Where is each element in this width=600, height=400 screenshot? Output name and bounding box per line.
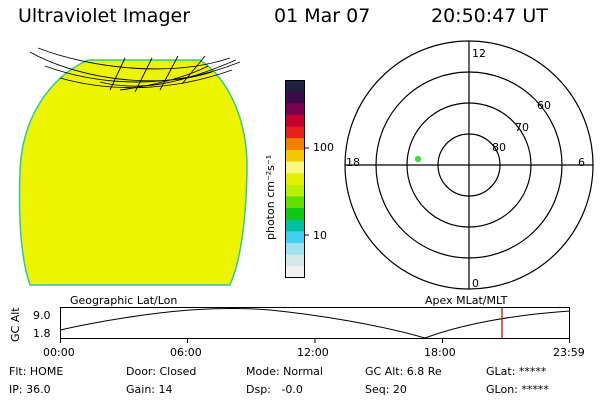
lat-label-60: 60 xyxy=(537,99,551,112)
timeline-axis-label: GC Alt xyxy=(9,307,22,342)
spacecraft-point xyxy=(414,155,422,163)
lat-label-70: 70 xyxy=(515,121,529,134)
colorbar-band xyxy=(285,243,305,256)
colorbar-band xyxy=(285,173,305,186)
timeline-xtick-4: 23:59 xyxy=(553,346,585,359)
colorbar-band xyxy=(285,254,305,267)
mlt-label-0: 0 xyxy=(472,277,479,290)
mlt-label-18: 18 xyxy=(346,156,360,169)
gc-altitude-curve xyxy=(59,308,571,339)
timeline-xtick-1: 06:00 xyxy=(170,346,202,359)
earth-disk xyxy=(18,59,248,286)
observation-date: 01 Mar 07 xyxy=(274,5,371,27)
colorbar-band xyxy=(285,91,305,104)
colorbar-band xyxy=(285,103,305,116)
instrument-title: Ultraviolet Imager xyxy=(18,5,191,27)
status-gain: Gain: 14 xyxy=(126,383,173,396)
observation-time: 20:50:47 UT xyxy=(431,5,548,27)
mlt-label-12: 12 xyxy=(472,47,486,60)
status-glat: GLat: ***** xyxy=(486,365,547,378)
colorbar-band xyxy=(285,80,305,93)
status-glon: GLon: ***** xyxy=(486,383,549,396)
timeline-xtick-3: 18:00 xyxy=(424,346,456,359)
colorbar-frame xyxy=(285,80,305,278)
colorbar-band xyxy=(285,266,305,279)
lat-label-80: 80 xyxy=(492,141,506,154)
status-dsp: Dsp: -0.0 xyxy=(246,383,303,396)
colorbar-band xyxy=(285,208,305,221)
colorbar-tick-100: 100 xyxy=(313,141,334,154)
colorbar-band xyxy=(285,161,305,174)
timeline-ytick-max: 9.0 xyxy=(33,309,51,322)
mlt-label-6: 6 xyxy=(578,156,585,169)
colorbar-band xyxy=(285,138,305,151)
timeline-x-ticks xyxy=(60,339,570,343)
colorbar-band xyxy=(285,184,305,198)
colorbar-band xyxy=(285,149,305,163)
timeline-xtick-2: 12:00 xyxy=(297,346,329,359)
colorbar-unit-label: photon cm⁻²s⁻¹ xyxy=(264,154,277,240)
geographic-grid-lines xyxy=(29,47,241,93)
status-ip: IP: 36.0 xyxy=(9,383,51,396)
polar-mlat-mlt-plot xyxy=(344,40,594,290)
colorbar-band xyxy=(285,231,305,244)
status-door: Door: Closed xyxy=(126,365,197,378)
colorbar-tick-10: 10 xyxy=(313,229,327,242)
status-gc-alt: GC Alt: 6.8 Re xyxy=(365,365,442,378)
colorbar-band xyxy=(285,126,305,139)
intensity-colorbar xyxy=(285,80,305,279)
colorbar-ticks xyxy=(305,147,309,236)
timeline-left-label: Geographic Lat/Lon xyxy=(70,294,178,307)
timeline-ytick-min: 1.8 xyxy=(33,327,51,340)
colorbar-band xyxy=(285,219,305,233)
timeline-xtick-0: 00:00 xyxy=(43,346,75,359)
colorbar-band xyxy=(285,114,305,128)
timeline-frame xyxy=(60,307,570,339)
status-flight: Flt: HOME xyxy=(9,365,64,378)
timeline-right-label: Apex MLat/MLT xyxy=(425,294,508,307)
gc-altitude-timeline xyxy=(59,307,571,339)
colorbar-band xyxy=(285,196,305,209)
status-seq: Seq: 20 xyxy=(365,383,407,396)
status-mode: Mode: Normal xyxy=(246,365,323,378)
